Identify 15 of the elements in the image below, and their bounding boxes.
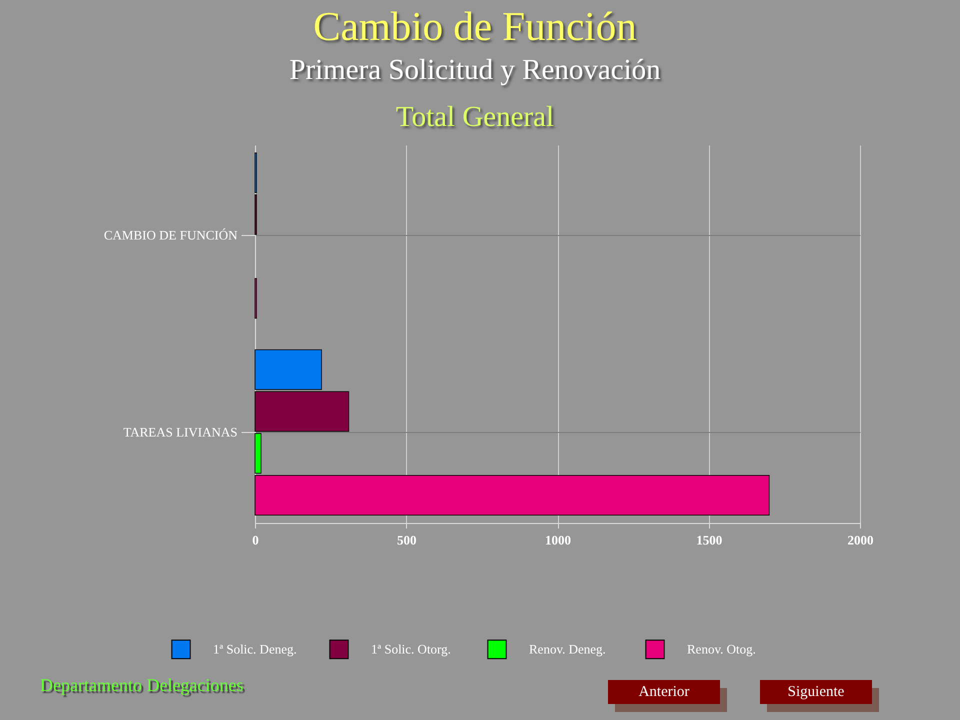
legend-label: Renov. Deneg. [529,641,606,656]
text: Departamento Delegaciones [40,675,244,696]
x-tick-label: 0 [252,532,259,548]
text: Total General [394,100,556,135]
x-tick-label: 1500 [696,532,722,548]
x-tick-label: 2000 [848,532,874,548]
chart-title: Cambio de Función [312,2,638,50]
y-tick-label: CAMBIO DE FUNCIÓN [104,228,238,243]
x-tick-label: 500 [397,532,416,548]
legend-label: 1ª Solic. Otorg. [371,641,451,656]
legend-label: Renov. Otog. [687,641,756,656]
legend-label: 1ª Solic. Deneg. [213,641,297,656]
chart-subtitle: Primera Solicitud y Renovación [288,53,662,88]
x-tick-label: 1000 [545,532,571,548]
y-tick-label: TAREAS LIVIANAS [123,424,238,440]
